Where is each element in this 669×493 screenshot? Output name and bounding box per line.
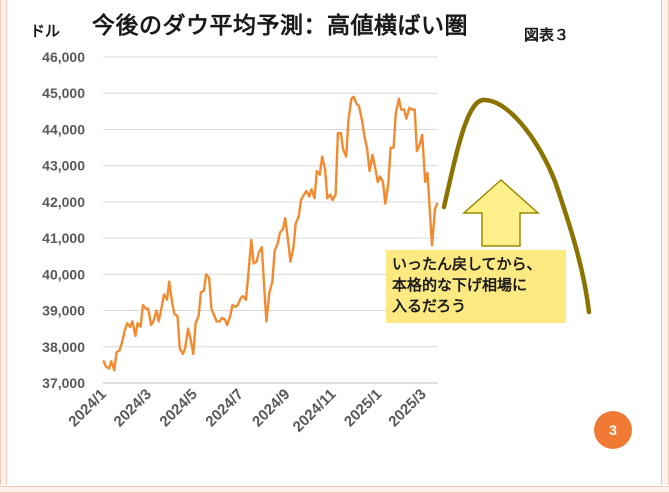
figure-label: 図表３ — [524, 26, 570, 44]
y-tick-label: 38,000 — [42, 339, 85, 355]
y-tick-label: 45,000 — [42, 85, 85, 101]
callout-line-1: いったん戻してから、 — [392, 255, 542, 273]
x-tick-label: 2024/11 — [290, 386, 340, 436]
y-tick-label: 37,000 — [42, 375, 85, 391]
slide-title: 今後のダウ平均予測：高値横ばい圏 — [92, 13, 468, 39]
callout-line-3: 入るだろう — [392, 297, 467, 315]
y-tick-label: 46,000 — [42, 49, 85, 65]
x-tick-label: 2024/3 — [111, 386, 155, 430]
callout-line-2: 本格的な下げ相場に — [392, 276, 528, 294]
dow-series-line — [102, 95, 439, 372]
y-tick-label: 41,000 — [42, 230, 85, 246]
page-number-badge: 3 — [594, 411, 632, 449]
x-tick-label: 2024/7 — [202, 386, 246, 430]
x-tick-label: 2024/5 — [156, 386, 200, 430]
y-tick-label: 40,000 — [42, 266, 85, 282]
y-tick-label: 42,000 — [42, 194, 85, 210]
x-tick-label: 2025/3 — [385, 386, 429, 430]
y-tick-label: 44,000 — [42, 121, 85, 137]
y-tick-label: 39,000 — [42, 303, 85, 319]
frame-bottom-border — [0, 485, 669, 493]
y-unit-label: ドル — [30, 22, 61, 40]
y-tick-label: 43,000 — [42, 158, 85, 174]
forecast-curve — [441, 97, 592, 315]
x-tick-label: 2024/1 — [65, 386, 109, 430]
x-tick-label: 2024/9 — [249, 386, 293, 430]
frame-right-border — [659, 0, 669, 493]
x-tick-label: 2025/1 — [341, 386, 385, 430]
forecast-callout: いったん戻してから、 本格的な下げ相場に 入るだろう — [386, 250, 566, 323]
frame-left-border — [0, 0, 8, 493]
up-arrow-icon — [462, 178, 540, 247]
